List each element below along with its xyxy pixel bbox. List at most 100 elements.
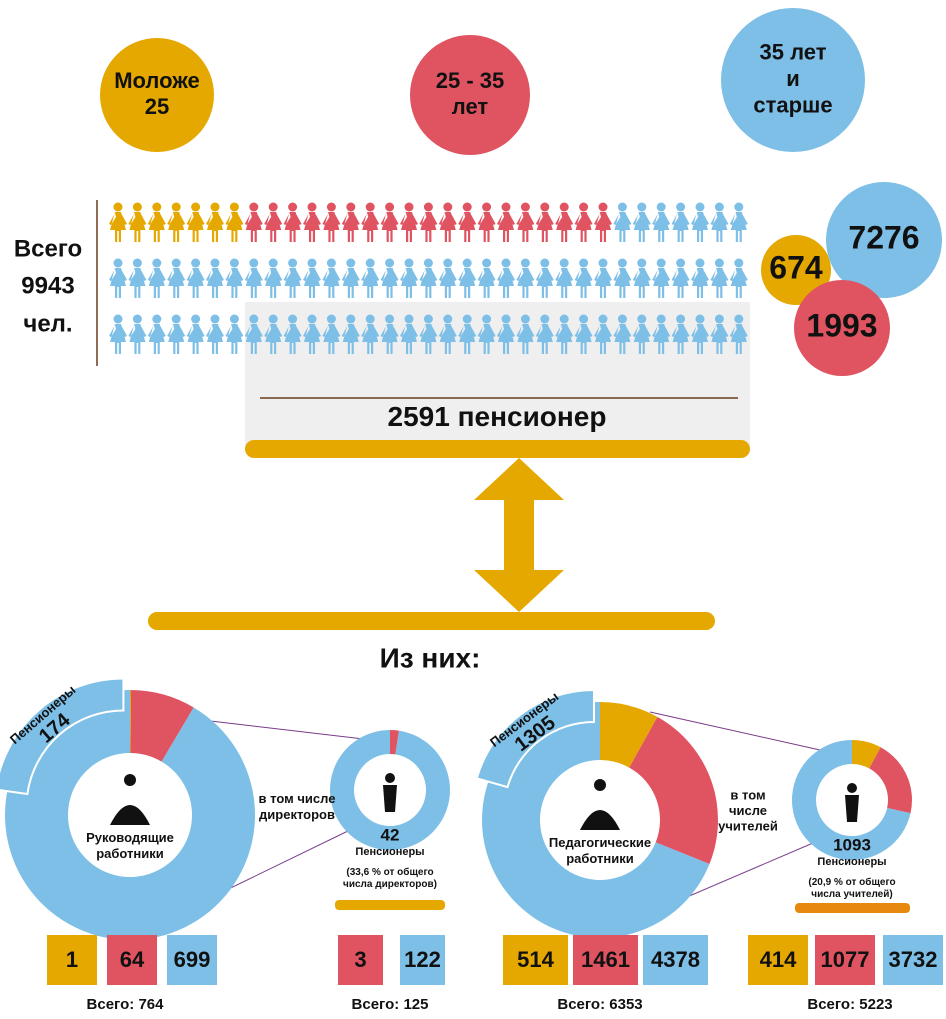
person-icon [284,203,302,243]
person-icon [361,203,379,243]
bar [245,440,750,458]
bar [148,612,715,630]
person-icon [555,259,573,299]
person-icon [633,259,651,299]
person-icon [497,259,515,299]
person-icon [206,259,224,299]
person-icon [167,203,185,243]
person-icon [536,259,554,299]
total-value: 5223 [859,996,892,1013]
count-label: 674 [769,249,823,285]
person-icon [245,203,263,243]
person-icon [633,203,651,243]
subheading: Из них: [380,642,481,673]
pensioners-value: 2591 [388,401,450,432]
total-value: 6353 [609,996,642,1013]
person-icon [594,259,612,299]
icon-head [124,774,136,786]
value-label: 4378 [651,947,700,972]
value-label: 699 [174,947,211,972]
total-label: Всего: [352,996,400,1013]
panel-total: Всего: 5223 [807,996,892,1013]
person-icon [206,203,224,243]
panel-title: Руководящиеработники [86,831,174,862]
value-label: 414 [760,947,797,972]
count-label: 7276 [848,219,919,255]
person-icon [594,203,612,243]
person-icon [710,259,728,299]
person-icon [536,203,554,243]
value-label: 1 [66,947,78,972]
person-icon [458,203,476,243]
person-icon [284,259,302,299]
infographic: Всего 9943 чел. 2591 пенсионер Из них: М… [0,0,946,1019]
pensioner-count: 1093 [833,835,871,854]
person-icon [148,315,166,355]
person-icon [128,259,146,299]
caption: в томчислеучителей [718,788,778,834]
person-icon [148,259,166,299]
person-icon [303,259,321,299]
person-icon [458,259,476,299]
person-icon [303,203,321,243]
person-icon [730,203,748,243]
person-icon [613,259,631,299]
icon-head [847,783,857,793]
person-icon [672,203,690,243]
person-icon [264,259,282,299]
pensioners-total: 2591 пенсионер [388,401,607,432]
person-icon [206,315,224,355]
person-icon [128,315,146,355]
bar [795,903,910,913]
person-icon [672,259,690,299]
pensioner-count: 42 [381,825,400,844]
double-arrow [474,458,564,612]
person-icon [575,203,593,243]
person-icon [400,259,418,299]
person-icon [439,203,457,243]
panel-total: Всего: 764 [87,996,165,1013]
person-icon [167,315,185,355]
person-icon [342,203,360,243]
pensioners-label: пенсионер [458,401,607,432]
person-icon [225,315,243,355]
value-label: 1461 [581,947,630,972]
person-icon [478,203,496,243]
person-icon [575,259,593,299]
person-icon [691,203,709,243]
icon-body [110,805,150,825]
pensioner-label: Пенсионеры [355,846,424,858]
person-icon [342,259,360,299]
person-icon [381,259,399,299]
total-label: Всего [14,235,82,262]
person-icon [109,259,127,299]
person-icon [497,203,515,243]
person-icon [710,203,728,243]
person-icon [400,203,418,243]
panel-total: Всего: 125 [352,996,429,1013]
value-label: 122 [404,947,441,972]
person-icon [187,315,205,355]
person-icon [652,259,670,299]
icon-head [385,773,395,783]
icon-head [594,779,606,791]
icon-body [580,810,620,830]
person-icon [613,203,631,243]
person-icon [419,203,437,243]
person-icon [109,203,127,243]
value-label: 1077 [821,947,870,972]
caption: в том числедиректоров [259,792,336,823]
pensioner-label: Пенсионеры [817,856,886,868]
total-label: Всего: [87,996,135,1013]
value-label: 514 [517,947,554,972]
person-icon [381,203,399,243]
person-icon [109,315,127,355]
count-label: 1993 [806,307,877,343]
total-value: 125 [403,996,428,1013]
total-unit: чел. [23,310,72,337]
person-icon [439,259,457,299]
panel-title: Педагогическиеработники [549,836,651,867]
value-label: 3 [354,947,366,972]
